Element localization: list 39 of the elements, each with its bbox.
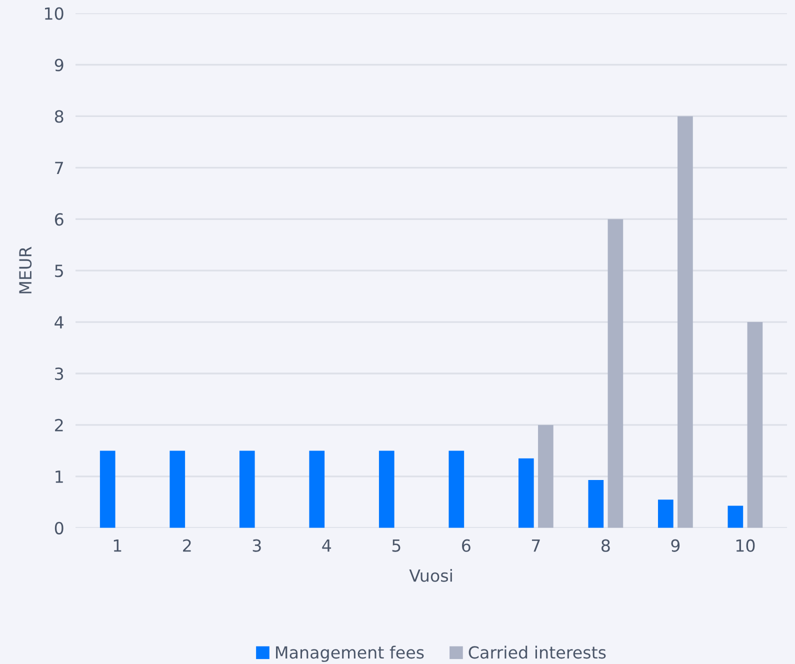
bar [538,424,554,528]
x-tick-label: 9 [671,539,680,552]
bar [608,219,624,528]
bar [728,506,744,528]
x-tick-label: 2 [183,539,191,552]
bar [309,450,325,528]
bar [100,450,116,528]
bar [239,450,255,528]
bar [747,322,763,528]
y-tick-label: 3 [55,367,64,380]
bar [588,480,604,528]
x-tick-label: 10 [736,539,755,552]
y-tick-label: 8 [54,110,64,123]
bar [378,450,394,528]
y-axis-title: MEUR [19,246,32,294]
y-tick-label: 0 [54,522,64,534]
x-tick-label: 4 [322,540,332,552]
bar [170,450,186,528]
legend-label: Carried interests [468,646,606,659]
x-tick-label: 8 [602,539,610,552]
x-tick-label: 7 [532,540,540,552]
legend-label: Management fees [276,646,424,662]
bar [658,500,674,528]
y-tick-label: 2 [55,418,63,432]
x-tick-label: 5 [392,540,400,552]
y-tick-label: 4 [54,316,64,328]
y-tick-label: 9 [54,58,64,72]
y-tick-label: 7 [55,162,63,174]
bar [518,458,534,528]
x-tick-label: 3 [252,539,261,552]
bar [448,450,464,528]
bar [678,116,693,528]
y-tick-label: 6 [54,213,64,226]
y-tick-label: 1 [56,470,63,483]
x-tick-label: 6 [462,539,470,552]
x-axis-title: Vuosi [409,569,452,582]
y-tick-label: 5 [55,264,63,278]
x-tick-label: 1 [114,540,122,552]
y-tick-label: 10 [45,7,64,20]
